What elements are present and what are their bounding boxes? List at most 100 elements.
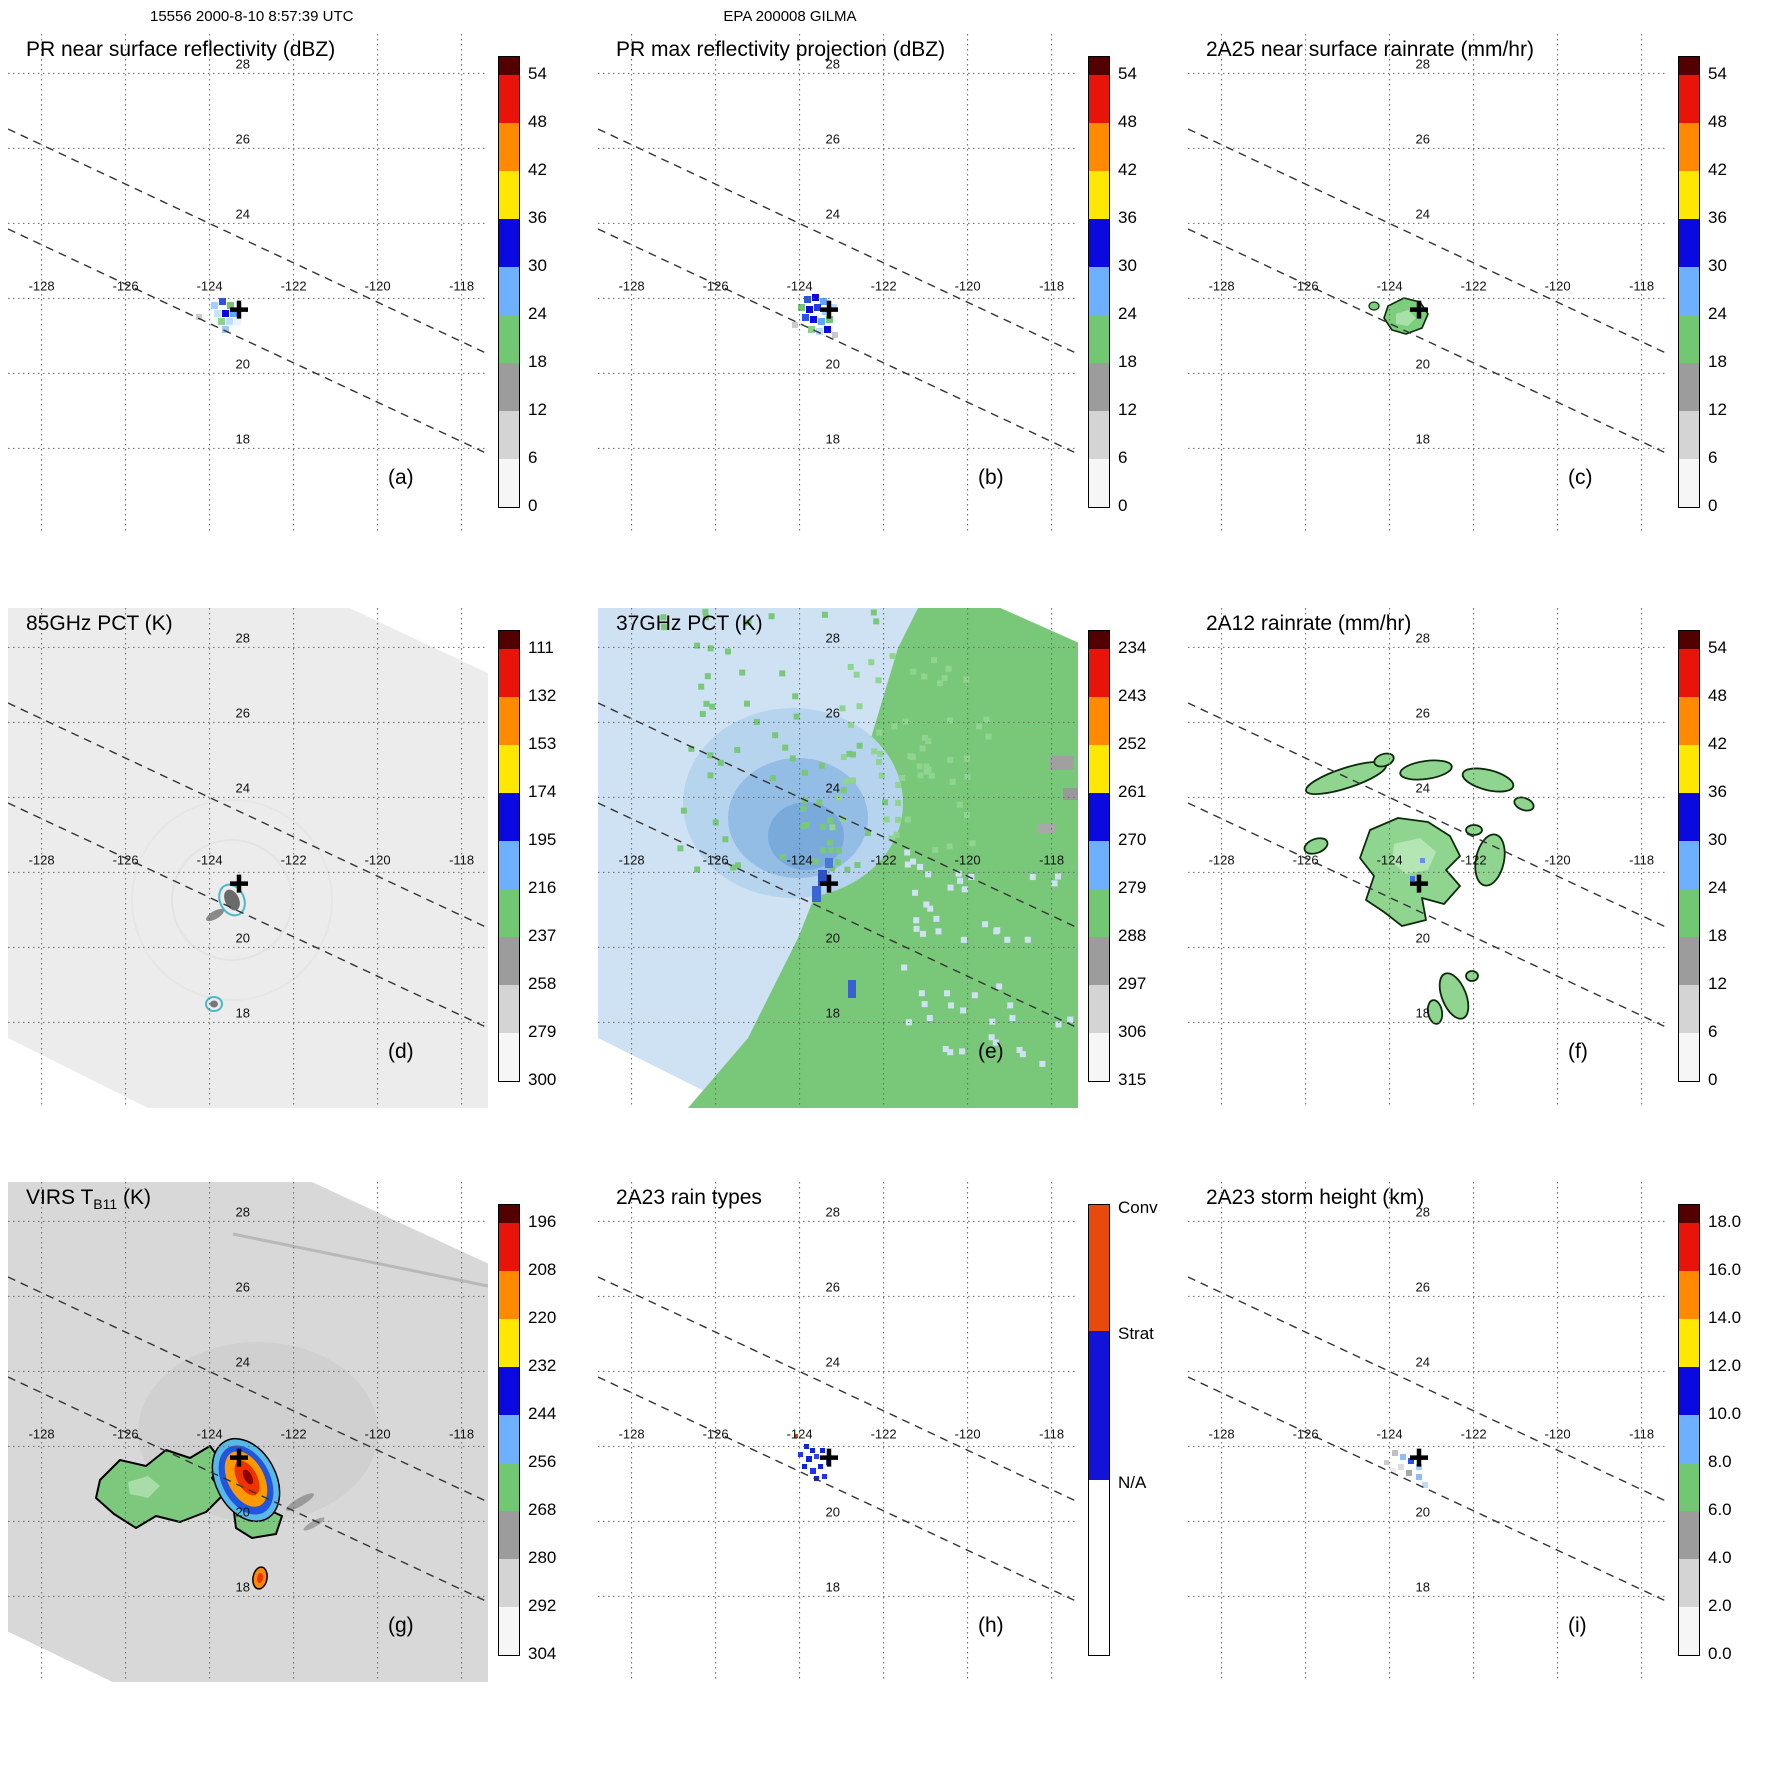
svg-text:-118: -118 — [1629, 278, 1654, 293]
colorbar-cap — [499, 57, 519, 75]
map-plot: -128 -126 -124 -122 -120 -118 28 26 24 20 18 — [598, 34, 1078, 534]
svg-text:24: 24 — [826, 206, 840, 221]
colorbar-segment — [499, 315, 519, 363]
colorbar-tick: 252 — [1118, 734, 1147, 753]
panel-title-text: 2A23 storm height (km) — [1206, 1186, 1425, 1209]
panel-letter: (h) — [978, 1614, 1004, 1637]
map-layers: -128 -126 -124 -122 -120 -118 28 26 24 20 18 — [598, 1182, 1078, 1682]
colorbar-cap — [1089, 57, 1109, 75]
colorbar-tick: 111 — [528, 638, 554, 657]
colorbar — [1088, 56, 1110, 508]
grid-labels: -128 -126 -124 -122 -120 -118 28 26 24 20 18 — [1209, 1204, 1655, 1594]
panel-i: -128 -126 -124 -122 -120 -118 28 26 24 20 18 2A23 … — [1180, 1174, 1770, 1748]
svg-text:-120: -120 — [955, 1426, 981, 1441]
svg-text:24: 24 — [236, 1354, 250, 1369]
pr-swath-edges — [8, 702, 488, 1029]
svg-text:-124: -124 — [1377, 278, 1403, 293]
panel-title-text: (K) — [117, 1186, 151, 1209]
svg-text:20: 20 — [1416, 930, 1430, 945]
colorbar-segment — [1089, 363, 1109, 411]
colorbar-tick: 12 — [1118, 400, 1137, 419]
colorbar-tick: 54 — [1708, 638, 1727, 657]
panel-letter: (d) — [388, 1040, 414, 1063]
colorbar-segment — [499, 1511, 519, 1559]
colorbar-segment — [499, 937, 519, 985]
pr-swath-edges — [1188, 1276, 1668, 1603]
grid-labels: -128 -126 -124 -122 -120 -118 28 26 24 20 18 — [619, 1204, 1065, 1594]
data-features — [131, 799, 333, 1012]
panel-title: 2A23 rain types — [616, 1186, 762, 1210]
colorbar-cap — [1679, 57, 1699, 75]
svg-text:20: 20 — [1416, 356, 1430, 371]
svg-text:26: 26 — [236, 131, 250, 146]
colorbar-segment — [1679, 889, 1699, 937]
colorbar-tick: 237 — [528, 926, 557, 945]
storm-center-marker — [820, 1448, 838, 1467]
svg-text:28: 28 — [1416, 1204, 1430, 1219]
colorbar-segment — [1679, 793, 1699, 841]
colorbar-tick: 24 — [1118, 304, 1137, 323]
colorbar-segment — [1679, 937, 1699, 985]
svg-text:28: 28 — [826, 630, 840, 645]
colorbar-tick: 261 — [1118, 782, 1147, 801]
panel-letter: (f) — [1568, 1040, 1588, 1063]
svg-text:-122: -122 — [281, 278, 307, 293]
colorbar-segment — [499, 649, 519, 697]
grid-labels: -128 -126 -124 -122 -120 -118 28 26 24 20 18 — [619, 56, 1065, 446]
colorbar-segment — [1679, 459, 1699, 507]
colorbar-tick: 256 — [528, 1452, 557, 1471]
colorbar-tick: 6.0 — [1708, 1500, 1732, 1519]
colorbar-segment — [1679, 1511, 1699, 1559]
colorbar-tick: 24 — [1708, 304, 1727, 323]
map-plot: -128 -126 -124 -122 -120 -118 28 26 24 20 18 — [8, 34, 488, 534]
colorbar-tick: 48 — [528, 112, 547, 131]
colorbar-segment — [1089, 745, 1109, 793]
map-layers: -128 -126 -124 -122 -120 -118 28 26 24 20 18 — [1188, 1182, 1668, 1682]
colorbar-tick: 30 — [1118, 256, 1137, 275]
colorbar-cap — [499, 1205, 519, 1223]
colorbar-tick: 306 — [1118, 1022, 1147, 1041]
data-features — [196, 298, 241, 333]
svg-text:28: 28 — [826, 56, 840, 71]
map-plot: -128 -126 -124 -122 -120 -118 28 26 24 20 18 — [8, 608, 488, 1108]
svg-text:-128: -128 — [1209, 278, 1235, 293]
colorbar-tick: 279 — [1118, 878, 1147, 897]
svg-text:18: 18 — [1416, 431, 1430, 446]
map-layers: -128 -126 -124 -122 -120 -118 28 26 24 20 18 — [598, 608, 1078, 1108]
colorbar-segment — [1089, 171, 1109, 219]
colorbar-segment — [499, 1271, 519, 1319]
svg-text:-122: -122 — [871, 278, 897, 293]
colorbar-tick: 132 — [528, 686, 557, 705]
colorbar-tick: 12 — [1708, 400, 1727, 419]
colorbar-segment — [1679, 75, 1699, 123]
colorbar-cap — [499, 631, 519, 649]
svg-text:-124: -124 — [1377, 1426, 1403, 1441]
colorbar-segment — [1679, 649, 1699, 697]
colorbar-tick: 268 — [528, 1500, 557, 1519]
colorbar-segment — [1089, 1205, 1109, 1331]
panel-letter: (c) — [1568, 466, 1593, 489]
svg-text:-128: -128 — [619, 278, 645, 293]
data-features — [1384, 1450, 1428, 1488]
svg-text:-120: -120 — [955, 852, 981, 867]
colorbar-tick: 54 — [528, 64, 547, 83]
svg-text:26: 26 — [236, 705, 250, 720]
colorbar-tick: 174 — [528, 782, 557, 801]
colorbar-tick: 220 — [528, 1308, 557, 1327]
colorbar-segment — [499, 793, 519, 841]
svg-text:-126: -126 — [703, 1426, 729, 1441]
svg-text:-122: -122 — [1461, 278, 1487, 293]
svg-text:26: 26 — [826, 705, 840, 720]
panel-a: -128 -126 -124 -122 -120 -118 28 26 24 20 18 PR ne… — [0, 26, 590, 600]
colorbar-tick: 18 — [1708, 352, 1727, 371]
svg-text:26: 26 — [826, 131, 840, 146]
colorbar-segment — [499, 841, 519, 889]
colorbar-tick: 36 — [1118, 208, 1137, 227]
colorbar-segment — [499, 123, 519, 171]
colorbar-tick: 208 — [528, 1260, 557, 1279]
grid-labels: -128 -126 -124 -122 -120 -118 28 26 24 20 18 — [1209, 630, 1655, 1020]
grid-labels: -128 -126 -124 -122 -120 -118 28 26 24 20 18 — [29, 56, 475, 446]
svg-text:20: 20 — [826, 930, 840, 945]
svg-text:24: 24 — [236, 206, 250, 221]
colorbar-segment — [1089, 315, 1109, 363]
